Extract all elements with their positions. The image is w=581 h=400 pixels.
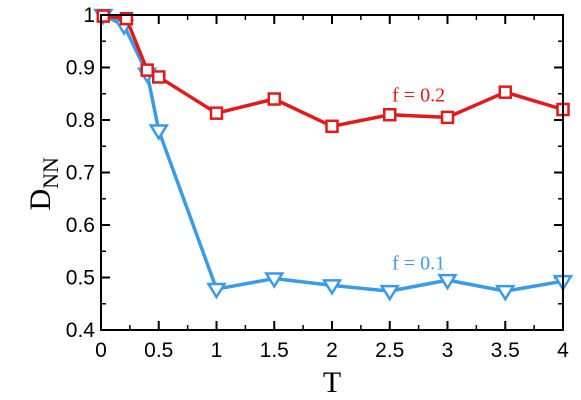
- x-tick-label: 1.5: [260, 339, 289, 362]
- data-point: [495, 284, 516, 302]
- y-axis-title: DNN: [24, 157, 63, 211]
- y-axis-title-main: D: [24, 189, 57, 211]
- series-label: f = 0.2: [392, 85, 445, 107]
- y-tick-label: 0.6: [66, 214, 95, 237]
- y-tick-label: 0.7: [66, 162, 95, 185]
- x-tick-label: 2: [326, 339, 338, 362]
- x-tick-label: 3: [442, 339, 454, 362]
- y-tick-label: 0.5: [66, 267, 95, 290]
- data-point: [383, 108, 397, 122]
- y-tick-label: 0.9: [66, 57, 95, 80]
- data-point: [206, 282, 227, 300]
- data-point: [267, 92, 281, 106]
- ticks-layer: 0 0.5 1 1.5 2 2.5 3 3.5 4 0.4 0.5 0.6 0.7 0.8 0.9 1: [66, 4, 569, 362]
- data-point: [264, 272, 285, 289]
- data-point: [148, 124, 169, 141]
- series-line: [102, 13, 564, 293]
- data-point: [321, 279, 343, 296]
- y-tick-label: 0.4: [66, 319, 96, 342]
- x-tick-label: 1: [211, 339, 223, 362]
- y-tick-label: 1: [83, 4, 95, 27]
- y-tick-label: 0.8: [66, 109, 95, 132]
- series-square: f = 0.2: [96, 9, 570, 134]
- series-label: f = 0.1: [392, 253, 445, 275]
- x-tick-label: 4: [557, 339, 569, 362]
- x-tick-label: 3.5: [491, 339, 520, 362]
- data-point: [209, 106, 224, 120]
- x-tick-label: 2.5: [375, 339, 404, 362]
- x-tick-label: 0.5: [144, 339, 173, 362]
- x-tick-label: 0: [95, 339, 107, 362]
- series-line: [103, 14, 564, 129]
- data-point: [119, 11, 134, 26]
- series-layer: f = 0.1 f = 0.2: [93, 8, 574, 302]
- y-axis-title-subscript: NN: [38, 157, 63, 189]
- data-point: [152, 70, 166, 84]
- plot-frame: [100, 14, 564, 331]
- data-point: [96, 9, 111, 23]
- data-point: [325, 119, 339, 134]
- series-triangle-down: f = 0.1: [93, 8, 574, 302]
- x-axis-title: T: [323, 366, 341, 399]
- data-point: [437, 273, 458, 291]
- data-point: [498, 85, 512, 99]
- data-point: [440, 110, 455, 125]
- data-point: [140, 63, 154, 77]
- data-point: [379, 284, 400, 302]
